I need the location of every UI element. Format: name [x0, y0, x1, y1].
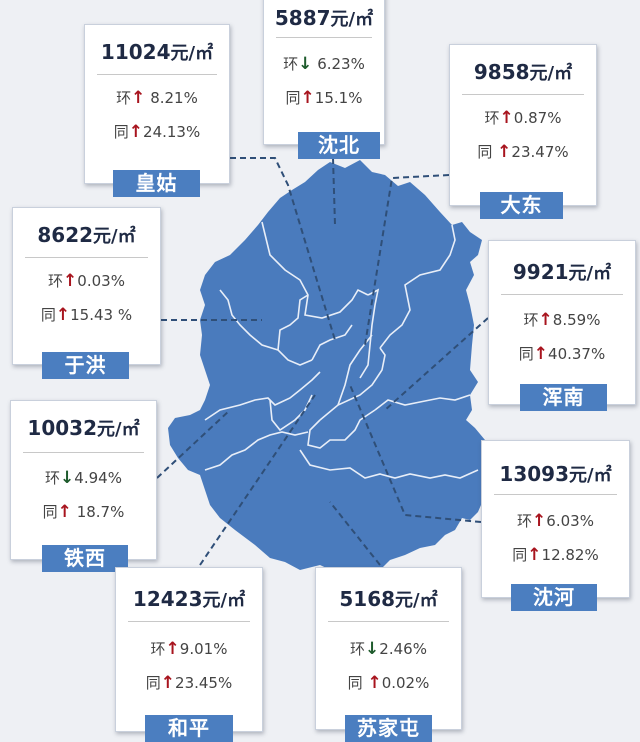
district-card-huanggu: 11024元/㎡ 环↑ 8.21% 同↑24.13%	[84, 24, 230, 184]
district-borders	[204, 221, 479, 479]
arrow-up-icon: ↑	[497, 142, 512, 162]
price-value: 13093元/㎡	[499, 462, 612, 486]
divider	[23, 452, 144, 453]
divider	[25, 257, 148, 258]
mom-change: 环↓ 6.23%	[283, 54, 365, 74]
arrow-up-icon: ↑	[131, 88, 146, 108]
arrow-up-icon: ↑	[532, 511, 547, 531]
arrow-up-icon: ↑	[300, 88, 315, 108]
price-value: 5887元/㎡	[274, 6, 374, 30]
divider	[494, 494, 617, 495]
district-label-heping: 和平	[145, 715, 233, 742]
yoy-change: 同 ↑0.02%	[347, 673, 430, 693]
district-card-dadong: 9858元/㎡ 环↑0.87% 同 ↑23.47%	[449, 44, 597, 206]
district-label-sujiatun: 苏家屯	[345, 715, 432, 742]
district-label-hunnan: 浑南	[520, 384, 607, 411]
mom-change: 环↑8.59%	[523, 310, 601, 330]
arrow-up-icon: ↑	[165, 639, 180, 659]
yoy-change: 同↑15.43 %	[40, 305, 133, 325]
district-card-shenbei: 5887元/㎡ 环↓ 6.23% 同↑15.1%	[263, 0, 385, 145]
mom-change: 环↑0.03%	[48, 271, 125, 291]
divider	[462, 94, 584, 95]
mom-change: 环↓4.94%	[45, 468, 122, 488]
arrow-down-icon: ↓	[365, 639, 380, 659]
arrow-down-icon: ↓	[298, 54, 313, 74]
mom-change: 环↑9.01%	[150, 639, 228, 659]
divider	[276, 37, 372, 38]
arrow-up-icon: ↑	[499, 108, 514, 128]
district-label-shenhe: 沈河	[511, 584, 597, 611]
arrow-up-icon: ↑	[63, 271, 78, 291]
district-card-heping: 12423元/㎡ 环↑9.01% 同↑23.45%	[115, 567, 263, 732]
price-value: 9921元/㎡	[512, 260, 612, 284]
district-label-dadong: 大东	[480, 192, 563, 219]
mom-change: 环↑0.87%	[484, 108, 562, 128]
price-value: 10032元/㎡	[27, 416, 140, 440]
district-label-huanggu: 皇姑	[113, 170, 200, 197]
yoy-change: 同↑ 18.7%	[42, 502, 125, 522]
leader-lines	[156, 157, 489, 566]
mom-change: 环↑6.03%	[517, 511, 594, 531]
divider	[97, 74, 217, 75]
district-card-hunnan: 9921元/㎡ 环↑8.59% 同↑40.37%	[488, 240, 636, 405]
yoy-change: 同↑23.45%	[145, 673, 233, 693]
divider	[128, 621, 250, 622]
arrow-up-icon: ↑	[128, 122, 144, 142]
divider	[501, 294, 623, 295]
arrow-up-icon: ↑	[55, 305, 71, 325]
district-card-shenhe: 13093元/㎡ 环↑6.03% 同↑12.82%	[481, 440, 630, 598]
price-value: 11024元/㎡	[100, 40, 214, 64]
arrow-up-icon: ↑	[533, 344, 549, 364]
mom-change: 环↓2.46%	[350, 639, 427, 659]
district-label-yuhong: 于洪	[42, 352, 129, 379]
price-value: 9858元/㎡	[473, 60, 573, 84]
arrow-up-icon: ↑	[367, 673, 382, 693]
arrow-up-icon: ↑	[527, 545, 542, 565]
yoy-change: 同↑15.1%	[285, 88, 363, 108]
district-card-sujiatun: 5168元/㎡ 环↓2.46% 同 ↑0.02%	[315, 567, 462, 730]
yoy-change: 同↑24.13%	[113, 122, 201, 142]
price-value: 8622元/㎡	[37, 223, 136, 247]
arrow-down-icon: ↓	[60, 468, 75, 488]
yoy-change: 同 ↑23.47%	[477, 142, 569, 162]
arrow-up-icon: ↑	[160, 673, 176, 693]
mom-change: 环↑ 8.21%	[116, 88, 198, 108]
yoy-change: 同↑40.37%	[518, 344, 606, 364]
city-outline	[168, 160, 488, 575]
district-card-tiexi: 10032元/㎡ 环↓4.94% 同↑ 18.7%	[10, 400, 157, 560]
arrow-up-icon: ↑	[538, 310, 553, 330]
district-card-yuhong: 8622元/㎡ 环↑0.03% 同↑15.43 %	[12, 207, 161, 365]
price-value: 5168元/㎡	[339, 587, 438, 611]
price-value: 12423元/㎡	[132, 587, 246, 611]
district-label-shenbei: 沈北	[298, 132, 380, 159]
arrow-up-icon: ↑	[57, 502, 72, 522]
district-label-tiexi: 铁西	[42, 545, 128, 572]
divider	[328, 621, 449, 622]
yoy-change: 同↑12.82%	[512, 545, 599, 565]
